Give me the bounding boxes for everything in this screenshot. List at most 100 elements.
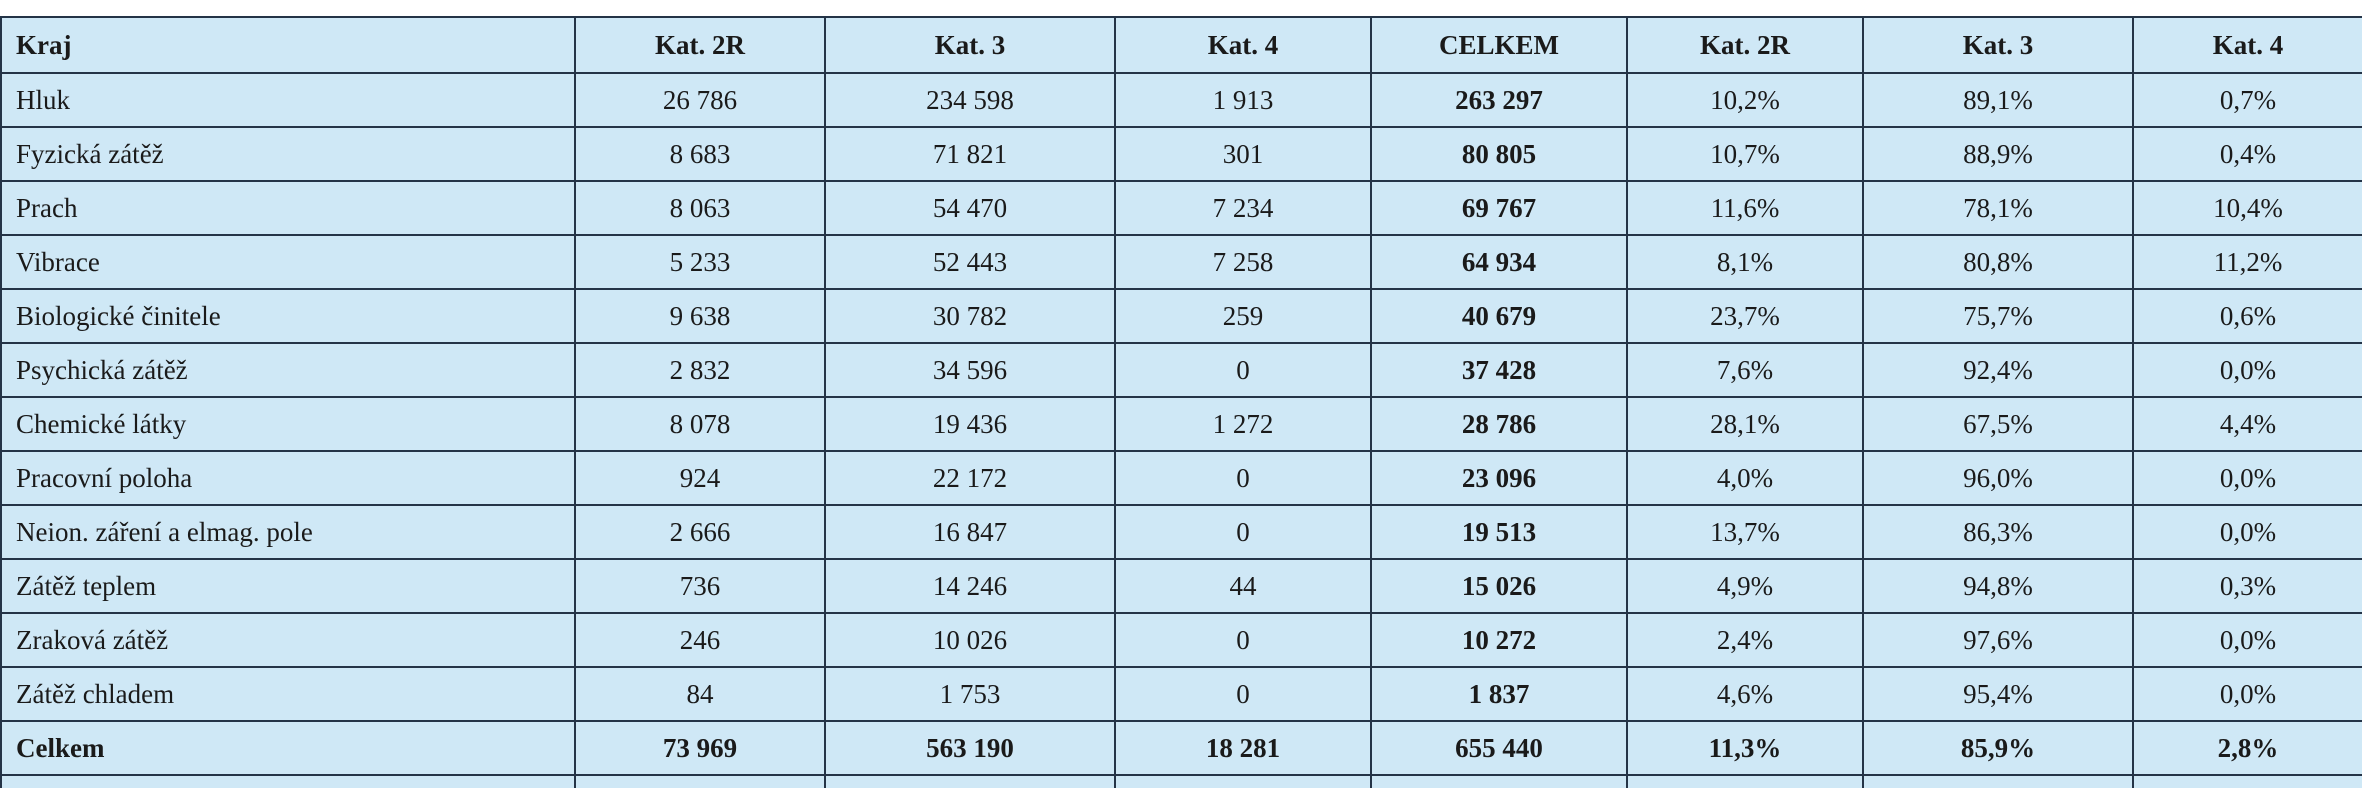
cell-kat-4-count: 301 — [1114, 126, 1372, 182]
cell-kat-4-percent: 0,0% — [2132, 342, 2362, 398]
cell-kat-3-count: 19 436 — [824, 396, 1116, 452]
data-table: Kraj Kat. 2R Kat. 3 Kat. 4 CELKEM Kat. 2… — [0, 16, 2362, 788]
cell-kat-4-count: 7 258 — [1114, 234, 1372, 290]
total-kat-3-count: 563 190 — [824, 720, 1116, 776]
cell-kat-2r-count: 2 666 — [574, 504, 826, 560]
cell-kat-3-count: 1 753 — [824, 666, 1116, 722]
cell-kat-4-count: 0 — [1114, 450, 1372, 506]
cell-kat-4-count: 0 — [1114, 666, 1372, 722]
cell-kat-2r-percent: 10,7% — [1626, 126, 1864, 182]
cell-kat-2r-count: 246 — [574, 612, 826, 668]
header-kat-3-percent: Kat. 3 — [1862, 16, 2134, 74]
cell-kat-3-percent: 67,5% — [1862, 396, 2134, 452]
cut-off-cell — [2132, 774, 2362, 788]
total-kat-4-count: 18 281 — [1114, 720, 1372, 776]
table-row: Zátěž chladem 84 1 753 0 1 837 4,6% 95,4% 0,0% — [0, 666, 2362, 722]
cell-kat-4-count: 1 272 — [1114, 396, 1372, 452]
cell-kat-3-count: 16 847 — [824, 504, 1116, 560]
cell-celkem-count: 23 096 — [1370, 450, 1628, 506]
cell-kat-2r-percent: 7,6% — [1626, 342, 1864, 398]
cell-celkem-count: 10 272 — [1370, 612, 1628, 668]
cut-off-cell — [1626, 774, 1864, 788]
table-row: Chemické látky 8 078 19 436 1 272 28 786 28,1… — [0, 396, 2362, 452]
cut-off-row — [0, 774, 2362, 788]
cell-kat-2r-count: 8 078 — [574, 396, 826, 452]
cell-kat-3-percent: 89,1% — [1862, 72, 2134, 128]
cut-off-cell — [0, 774, 576, 788]
header-kat-4-percent: Kat. 4 — [2132, 16, 2362, 74]
cell-celkem-count: 1 837 — [1370, 666, 1628, 722]
cell-kat-2r-count: 8 683 — [574, 126, 826, 182]
cell-kat-4-count: 1 913 — [1114, 72, 1372, 128]
cell-kat-2r-percent: 4,6% — [1626, 666, 1864, 722]
cell-kat-2r-count: 84 — [574, 666, 826, 722]
cut-off-cell — [1114, 774, 1372, 788]
cell-kat-2r-percent: 11,6% — [1626, 180, 1864, 236]
cell-kat-2r-percent: 13,7% — [1626, 504, 1864, 560]
cell-kat-3-percent: 97,6% — [1862, 612, 2134, 668]
table-row: Zátěž teplem 736 14 246 44 15 026 4,9% 94,8% 0,… — [0, 558, 2362, 614]
cell-kat-4-count: 44 — [1114, 558, 1372, 614]
cell-kat-2r-count: 924 — [574, 450, 826, 506]
header-kat-3-count: Kat. 3 — [824, 16, 1116, 74]
cut-off-cell — [1862, 774, 2134, 788]
table-row: Neion. záření a elmag. pole 2 666 16 847 0 1… — [0, 504, 2362, 560]
cell-kat-3-percent: 78,1% — [1862, 180, 2134, 236]
cell-kat-3-count: 14 246 — [824, 558, 1116, 614]
table-row: Zraková zátěž 246 10 026 0 10 272 2,4% 97,6% 0,… — [0, 612, 2362, 668]
total-kat-2r-percent: 11,3% — [1626, 720, 1864, 776]
cell-kat-2r-count: 26 786 — [574, 72, 826, 128]
cell-kat-3-count: 54 470 — [824, 180, 1116, 236]
header-kraj: Kraj — [0, 16, 576, 74]
cell-kat-2r-percent: 2,4% — [1626, 612, 1864, 668]
header-kat-2r-count: Kat. 2R — [574, 16, 826, 74]
total-celkem-count: 655 440 — [1370, 720, 1628, 776]
header-celkem: CELKEM — [1370, 16, 1628, 74]
cell-celkem-count: 28 786 — [1370, 396, 1628, 452]
cell-kat-4-count: 7 234 — [1114, 180, 1372, 236]
cut-off-cell — [574, 774, 826, 788]
cell-kat-3-percent: 80,8% — [1862, 234, 2134, 290]
cell-kat-4-count: 259 — [1114, 288, 1372, 344]
cell-kat-4-count: 0 — [1114, 342, 1372, 398]
cell-kat-3-percent: 75,7% — [1862, 288, 2134, 344]
cell-kat-4-percent: 0,6% — [2132, 288, 2362, 344]
cell-kat-3-percent: 88,9% — [1862, 126, 2134, 182]
cell-kat-2r-percent: 4,9% — [1626, 558, 1864, 614]
table-row: Vibrace 5 233 52 443 7 258 64 934 8,1% 80,8% 11… — [0, 234, 2362, 290]
cell-kat-3-percent: 86,3% — [1862, 504, 2134, 560]
cell-kat-2r-percent: 8,1% — [1626, 234, 1864, 290]
cell-kat-4-percent: 0,4% — [2132, 126, 2362, 182]
cell-kat-4-percent: 0,0% — [2132, 504, 2362, 560]
table-row: Hluk 26 786 234 598 1 913 263 297 10,2% 89,1% 0… — [0, 72, 2362, 128]
cell-kat-2r-percent: 28,1% — [1626, 396, 1864, 452]
table-row: Pracovní poloha 924 22 172 0 23 096 4,0% 96,0%… — [0, 450, 2362, 506]
cut-off-cell — [1370, 774, 1628, 788]
cell-kat-3-count: 52 443 — [824, 234, 1116, 290]
cell-kat-2r-percent: 4,0% — [1626, 450, 1864, 506]
cell-row-label: Chemické látky — [0, 396, 576, 452]
cell-kat-2r-count: 5 233 — [574, 234, 826, 290]
cell-celkem-count: 40 679 — [1370, 288, 1628, 344]
cell-row-label: Neion. záření a elmag. pole — [0, 504, 576, 560]
cut-off-cell — [824, 774, 1116, 788]
total-row: Celkem 73 969 563 190 18 281 655 440 11,3% 85,… — [0, 720, 2362, 776]
cell-row-label: Zátěž chladem — [0, 666, 576, 722]
cell-row-label: Zátěž teplem — [0, 558, 576, 614]
header-row: Kraj Kat. 2R Kat. 3 Kat. 4 CELKEM Kat. 2… — [0, 16, 2362, 74]
cell-celkem-count: 15 026 — [1370, 558, 1628, 614]
header-kat-2r-percent: Kat. 2R — [1626, 16, 1864, 74]
cell-kat-3-count: 10 026 — [824, 612, 1116, 668]
cell-kat-4-percent: 0,0% — [2132, 612, 2362, 668]
cell-celkem-count: 64 934 — [1370, 234, 1628, 290]
cell-kat-3-count: 71 821 — [824, 126, 1116, 182]
cell-row-label: Hluk — [0, 72, 576, 128]
cell-kat-4-percent: 0,0% — [2132, 450, 2362, 506]
cell-kat-3-count: 22 172 — [824, 450, 1116, 506]
cell-kat-3-percent: 92,4% — [1862, 342, 2134, 398]
cell-kat-4-count: 0 — [1114, 504, 1372, 560]
cell-kat-3-count: 234 598 — [824, 72, 1116, 128]
table-row: Fyzická zátěž 8 683 71 821 301 80 805 10,7% 88… — [0, 126, 2362, 182]
total-kat-3-percent: 85,9% — [1862, 720, 2134, 776]
cell-row-label: Psychická zátěž — [0, 342, 576, 398]
